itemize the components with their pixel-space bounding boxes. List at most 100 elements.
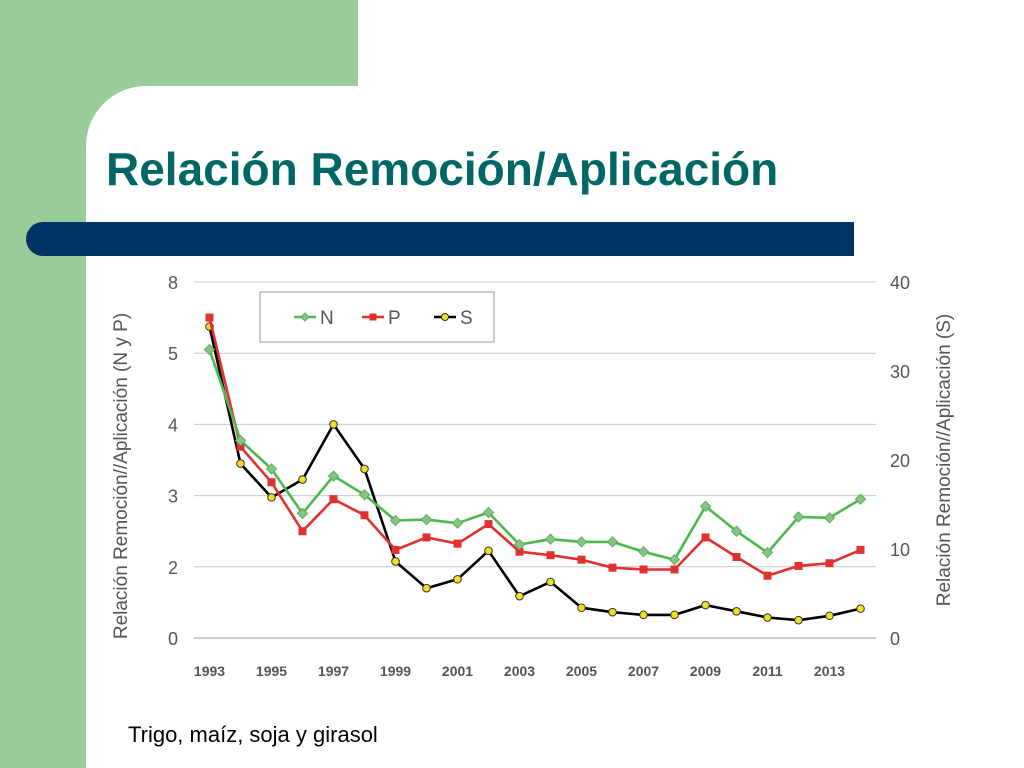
data-point-N: [389, 514, 402, 527]
data-point-P: [453, 539, 462, 548]
data-point-N: [265, 463, 278, 475]
data-point-S: [670, 610, 679, 620]
data-point-S: [856, 604, 865, 613]
x-tick-label: 2001: [442, 663, 473, 679]
data-point-N: [203, 343, 216, 356]
data-point-S: [236, 459, 245, 468]
legend-label-N: N: [320, 308, 334, 329]
x-tick-label: 2009: [690, 663, 721, 679]
data-point-P: [825, 559, 834, 568]
y-right-tick-label: 10: [890, 540, 910, 560]
data-point-S: [360, 464, 369, 474]
y-left-tick-label: 5: [168, 344, 178, 364]
series-line-N: [208, 349, 862, 562]
x-tick-label: 1999: [380, 663, 411, 679]
data-point-N: [761, 546, 774, 559]
data-point-P: [856, 545, 865, 554]
y-right-tick-label: 40: [890, 273, 910, 293]
data-point-S: [608, 607, 617, 617]
legend-label-P: P: [388, 308, 401, 329]
legend-marker-S: [441, 313, 449, 321]
data-point-P: [608, 563, 617, 572]
legend-marker-P: [369, 313, 377, 321]
data-point-P: [267, 478, 276, 487]
data-point-P: [484, 520, 493, 529]
data-point-N: [420, 513, 433, 526]
data-point-P: [794, 561, 803, 570]
data-point-S: [732, 607, 741, 616]
x-tick-label: 2005: [566, 663, 597, 679]
data-point-N: [234, 434, 247, 447]
data-point-P: [732, 553, 741, 562]
data-point-P: [763, 571, 772, 580]
data-point-N: [637, 545, 650, 558]
data-point-S: [577, 603, 586, 613]
y-right-tick-label: 0: [890, 629, 900, 649]
data-point-P: [639, 565, 648, 574]
y-axis-right-label: Relación Remoción//Aplicación (S): [934, 314, 955, 607]
data-point-P: [515, 547, 524, 556]
data-point-P: [236, 442, 245, 451]
y-axis-left-label: Relación Remoción//Aplicación (N y P): [111, 313, 132, 639]
data-point-S: [763, 613, 772, 622]
data-point-N: [699, 500, 712, 512]
slide-panel: [86, 86, 1024, 768]
x-tick-label: 1995: [256, 663, 287, 679]
series-lines: [203, 313, 867, 625]
legend-label-S: S: [460, 308, 473, 329]
data-point-P: [298, 527, 307, 536]
y-left-tick-label: 3: [168, 487, 178, 507]
data-point-P: [329, 495, 338, 504]
data-point-N: [668, 553, 681, 566]
x-tick-label: 2003: [504, 663, 535, 679]
series-line-S: [208, 326, 861, 622]
y-left-tick-label: 8: [168, 273, 178, 293]
data-point-P: [546, 551, 555, 560]
data-point-N: [730, 525, 743, 537]
data-point-N: [451, 517, 464, 529]
slide-title: Relación Remoción/Aplicación: [106, 143, 779, 195]
title-underline-band: [26, 222, 854, 256]
y-left-tick-label: 2: [168, 558, 178, 578]
line-chart: 0 2 3 4 5 8 0 10 20 30 40 1993 1995 1997 1999 2001 200…: [111, 273, 955, 679]
y-right-ticks: 0 10 20 30 40: [890, 273, 910, 649]
data-point-N: [327, 470, 340, 482]
data-point-P: [422, 533, 431, 542]
data-point-S: [453, 574, 462, 584]
data-point-P: [205, 313, 214, 322]
data-point-P: [391, 545, 400, 554]
data-point-P: [670, 565, 679, 574]
data-point-P: [360, 511, 369, 520]
series-line-P: [208, 317, 862, 578]
data-point-N: [792, 511, 805, 523]
data-point-N: [513, 538, 526, 551]
x-tick-label: 1997: [318, 663, 349, 679]
slide-caption: Trigo, maíz, soja y girasol: [128, 722, 378, 747]
data-point-S: [484, 546, 493, 556]
data-point-S: [298, 475, 307, 484]
data-point-S: [825, 611, 834, 621]
data-point-P: [701, 533, 710, 542]
y-left-ticks: 0 2 3 4 5 8: [168, 273, 178, 649]
data-point-N: [482, 506, 495, 519]
data-point-N: [358, 489, 371, 501]
data-point-N: [544, 533, 557, 545]
data-point-N: [854, 493, 867, 505]
data-point-S: [546, 577, 555, 587]
data-point-S: [639, 610, 648, 620]
data-point-N: [823, 512, 836, 524]
data-point-S: [422, 583, 431, 593]
data-point-S: [329, 420, 338, 429]
x-tick-label: 2007: [628, 663, 659, 679]
x-tick-label: 2011: [752, 663, 783, 679]
y-left-tick-label: 4: [168, 415, 178, 435]
data-point-S: [391, 557, 400, 566]
legend-marker-N: [300, 312, 310, 322]
x-tick-label: 2013: [814, 663, 845, 679]
data-point-N: [296, 507, 309, 520]
data-point-S: [794, 615, 803, 625]
data-point-N: [606, 536, 619, 548]
data-point-S: [267, 493, 276, 502]
y-left-tick-label: 0: [168, 629, 178, 649]
